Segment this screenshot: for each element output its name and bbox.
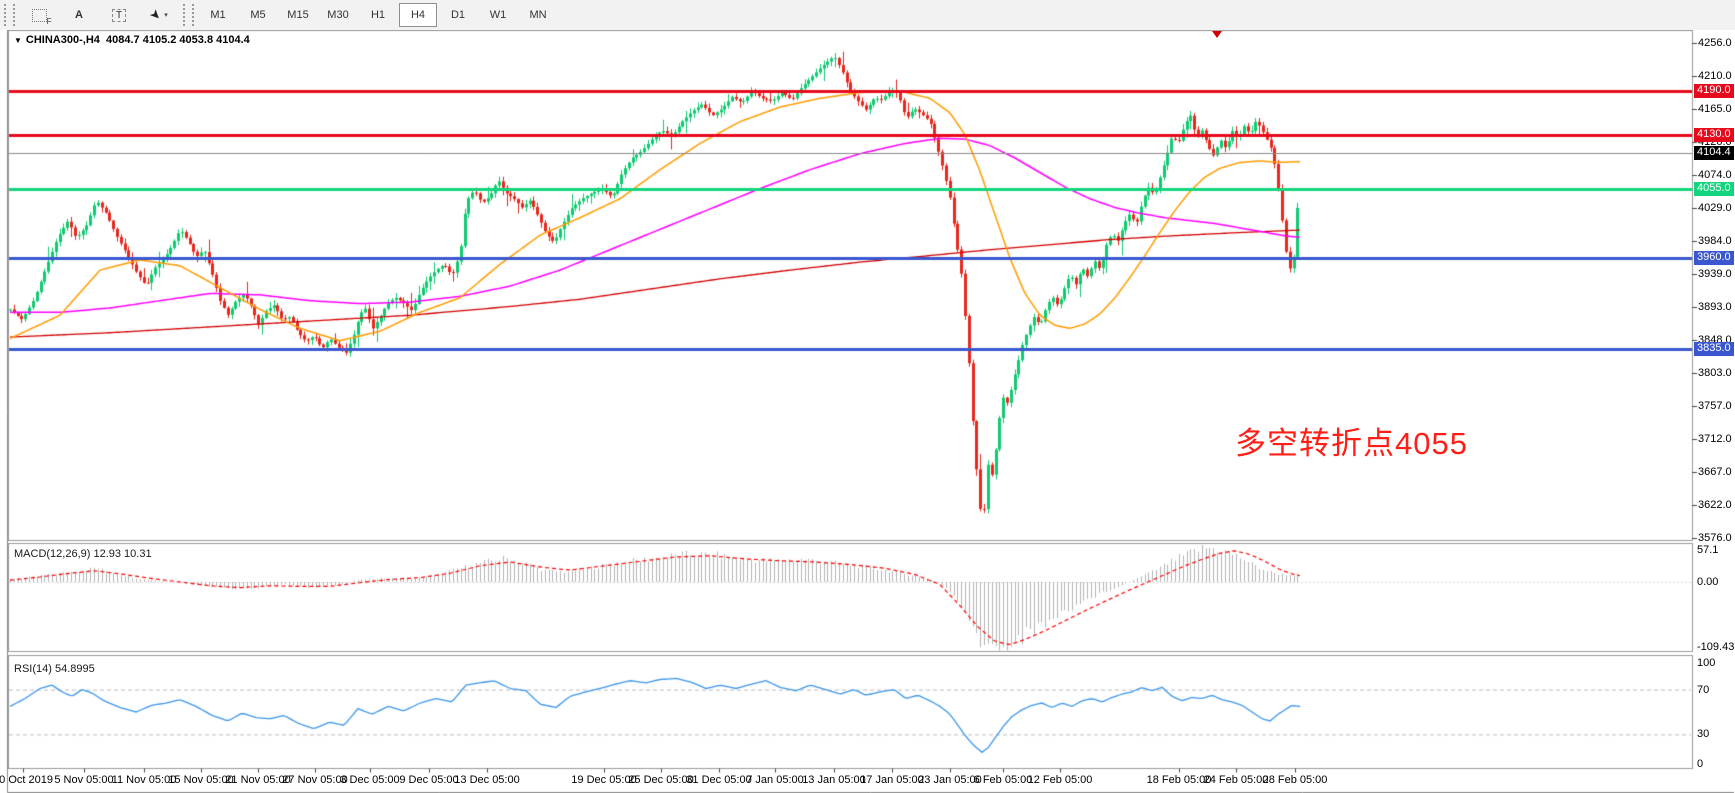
timeframe-button-m30[interactable]: M30 xyxy=(327,9,349,21)
timeframe-button-m1[interactable]: M1 xyxy=(210,9,226,21)
time-axis-label: 28 Feb 05:00 xyxy=(1262,774,1328,786)
time-axis-label: 17 Jan 05:00 xyxy=(860,774,924,786)
price-tick-label: 4165.0 xyxy=(1698,103,1732,116)
dotted-grid-f-button[interactable] xyxy=(20,3,58,27)
dotted-grid-f-icon xyxy=(31,8,52,26)
time-axis-label: 13 Dec 05:00 xyxy=(454,774,520,786)
price-tick-label: 3757.0 xyxy=(1698,400,1732,413)
time-axis-label: 15 Nov 05:00 xyxy=(168,774,234,786)
price-tick-label: 3984.0 xyxy=(1698,234,1732,247)
time-axis-label: 9 Dec 05:00 xyxy=(399,774,459,786)
dropdown-caret-icon: ▾ xyxy=(164,12,168,19)
timeframe-button-h1[interactable]: H1 xyxy=(370,9,386,21)
time-axis-label: 19 Dec 05:00 xyxy=(571,774,637,786)
timeframe-button-group: M1 M5 M15 M30 H1 H4 D1 W1 MN xyxy=(198,3,558,27)
time-axis-label: 31 Dec 05:00 xyxy=(686,774,752,786)
time-axis-label: 5 Nov 05:00 xyxy=(54,774,114,786)
price-marker-label: 3835.0 xyxy=(1694,342,1734,357)
rsi-axis-label: 100 xyxy=(1697,656,1716,669)
price-tick-label: 4029.0 xyxy=(1698,202,1732,215)
toolbar-grip-2[interactable] xyxy=(183,4,194,26)
macd-axis-label: 57.1 xyxy=(1697,543,1719,556)
timeframe-button-mn[interactable]: MN xyxy=(529,9,547,21)
time-axis-label: 6 Feb 05:00 xyxy=(973,774,1033,786)
price-tick-label: 3893.0 xyxy=(1698,301,1732,314)
price-tick-label: 3939.0 xyxy=(1698,267,1732,280)
chart-window: ▼ CHINA300-,H4 4084.7 4105.2 4053.8 4104.… xyxy=(0,30,1735,793)
price-tick-label: 3622.0 xyxy=(1698,498,1732,511)
arrow-tools-dropdown[interactable]: ➤ ▾ xyxy=(140,3,178,27)
price-marker-label: 3960.0 xyxy=(1694,251,1734,266)
timeframe-button-h4[interactable]: H4 xyxy=(399,3,437,27)
time-axis-label: 12 Feb 05:00 xyxy=(1027,774,1093,786)
chart-canvas[interactable] xyxy=(0,30,1735,793)
price-tick-label: 3576.0 xyxy=(1698,531,1732,544)
price-tick-label: 4256.0 xyxy=(1698,37,1732,49)
timeframe-button-m15[interactable]: M15 xyxy=(287,9,309,21)
rsi-axis-label: 70 xyxy=(1697,683,1710,696)
time-axis-label: 18 Feb 05:00 xyxy=(1146,774,1212,786)
price-tick-label: 3712.0 xyxy=(1698,432,1732,445)
font-tool-button[interactable]: A xyxy=(60,3,98,27)
timeframe-button-m5[interactable]: M5 xyxy=(250,9,266,21)
macd-axis-label: 0.00 xyxy=(1697,576,1719,588)
time-axis-label: 3 Dec 05:00 xyxy=(340,774,400,786)
time-axis-label: 23 Jan 05:00 xyxy=(918,774,982,786)
time-axis-label: 25 Dec 05:00 xyxy=(628,774,694,786)
time-axis-label: 30 Oct 2019 xyxy=(0,774,53,786)
time-axis-label: 24 Feb 05:00 xyxy=(1203,774,1269,786)
text-tool-button[interactable]: T xyxy=(100,3,138,27)
price-tick-label: 3667.0 xyxy=(1698,465,1732,478)
timeframe-button-w1[interactable]: W1 xyxy=(489,9,507,21)
rsi-axis-label: 30 xyxy=(1697,728,1710,741)
time-axis-label: 21 Nov 05:00 xyxy=(225,774,291,786)
price-tick-label: 4210.0 xyxy=(1698,70,1732,83)
time-axis-label: 7 Jan 05:00 xyxy=(746,774,804,786)
toolbar: A T ➤▾ M1 M5 M15 M30 H1 H4 D1 W1 MN xyxy=(0,0,1735,31)
price-tick-label: 4074.0 xyxy=(1698,169,1732,182)
arrow-tool-icon: ➤ xyxy=(146,5,166,24)
macd-axis-label: -109.43 xyxy=(1697,640,1735,653)
font-tool-label: A xyxy=(75,9,83,21)
price-marker-label: 4055.0 xyxy=(1694,182,1734,197)
price-tick-label: 3803.0 xyxy=(1698,366,1732,379)
timeframe-button-d1[interactable]: D1 xyxy=(450,9,466,21)
price-marker-label: 4190.0 xyxy=(1694,84,1734,99)
time-axis-label: 11 Nov 05:00 xyxy=(111,774,177,786)
toolbar-grip[interactable] xyxy=(4,4,15,26)
time-axis-label: 27 Nov 05:00 xyxy=(282,774,348,786)
rsi-axis-label: 0 xyxy=(1697,757,1704,770)
text-tool-icon: T xyxy=(111,8,127,22)
price-marker-label: 4104.4 xyxy=(1694,146,1734,161)
chart-shift-marker-icon xyxy=(1212,31,1222,38)
price-marker-label: 4130.0 xyxy=(1694,127,1734,142)
chart-text-annotation[interactable]: 多空转折点4055 xyxy=(1235,426,1468,461)
time-axis-label: 13 Jan 05:00 xyxy=(802,774,866,786)
